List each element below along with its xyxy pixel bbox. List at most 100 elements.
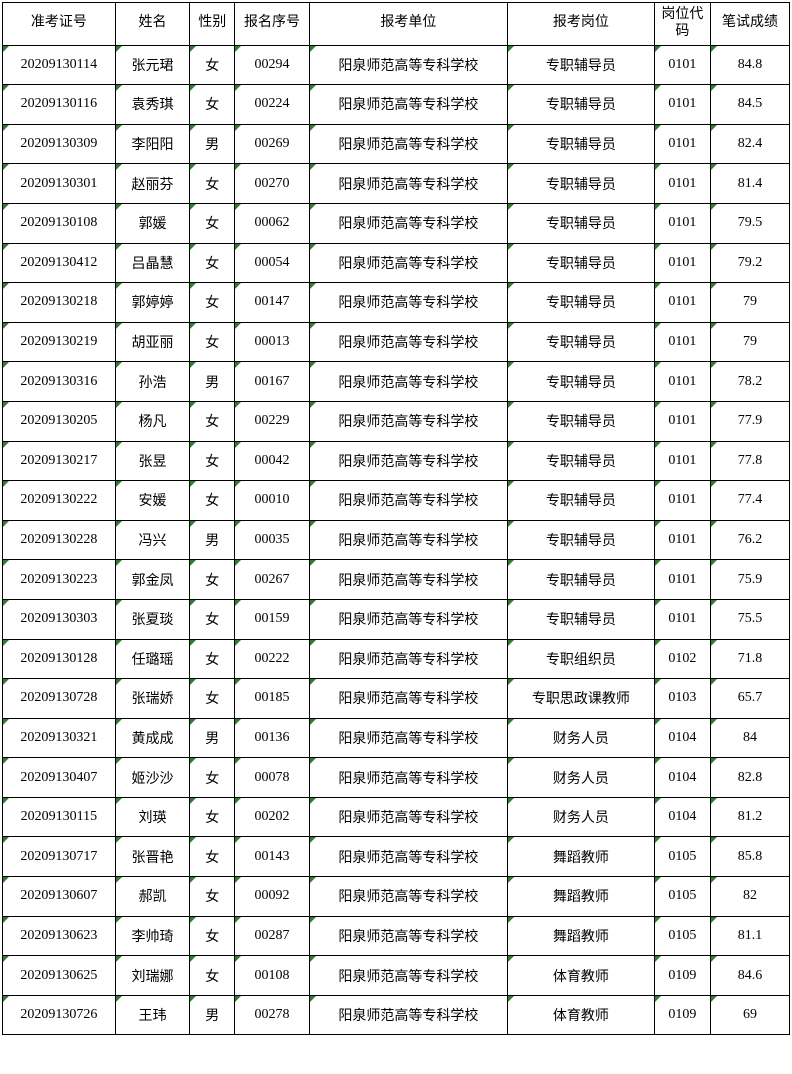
table-cell: 20209130301 <box>3 164 116 204</box>
table-cell: 0101 <box>654 85 710 125</box>
table-cell: 0101 <box>654 164 710 204</box>
table-cell: 专职辅导员 <box>508 45 655 85</box>
table-cell: 0109 <box>654 995 710 1035</box>
table-cell: 20209130128 <box>3 639 116 679</box>
table-cell: 00108 <box>235 956 309 996</box>
table-cell: 76.2 <box>711 520 790 560</box>
table-cell: 0101 <box>654 203 710 243</box>
table-cell: 20209130309 <box>3 124 116 164</box>
table-cell: 女 <box>190 203 235 243</box>
table-cell: 女 <box>190 639 235 679</box>
table-cell: 20209130115 <box>3 797 116 837</box>
table-cell: 0101 <box>654 243 710 283</box>
table-cell: 20209130114 <box>3 45 116 85</box>
table-row: 20209130625刘瑞娜女00108阳泉师范高等专科学校体育教师010984… <box>3 956 790 996</box>
table-cell: 00270 <box>235 164 309 204</box>
table-cell: 阳泉师范高等专科学校 <box>309 283 507 323</box>
table-cell: 20209130219 <box>3 322 116 362</box>
table-cell: 姬沙沙 <box>115 758 189 798</box>
table-cell: 张昱 <box>115 441 189 481</box>
table-cell: 20209130726 <box>3 995 116 1035</box>
table-row: 20209130607郝凯女00092阳泉师范高等专科学校舞蹈教师010582 <box>3 877 790 917</box>
table-cell: 0101 <box>654 362 710 402</box>
table-cell: 00224 <box>235 85 309 125</box>
table-cell: 女 <box>190 837 235 877</box>
table-row: 20209130316孙浩男00167阳泉师范高等专科学校专职辅导员010178… <box>3 362 790 402</box>
table-cell: 张瑞娇 <box>115 679 189 719</box>
table-cell: 00054 <box>235 243 309 283</box>
table-cell: 舞蹈教师 <box>508 837 655 877</box>
table-cell: 男 <box>190 718 235 758</box>
col-header-pos-code: 岗位代码 <box>654 3 710 46</box>
table-cell: 00222 <box>235 639 309 679</box>
table-cell: 张晋艳 <box>115 837 189 877</box>
table-cell: 00078 <box>235 758 309 798</box>
table-row: 20209130623李帅琦女00287阳泉师范高等专科学校舞蹈教师010581… <box>3 916 790 956</box>
table-cell: 0104 <box>654 797 710 837</box>
table-cell: 男 <box>190 362 235 402</box>
table-cell: 阳泉师范高等专科学校 <box>309 322 507 362</box>
table-cell: 00287 <box>235 916 309 956</box>
table-cell: 体育教师 <box>508 995 655 1035</box>
table-cell: 0105 <box>654 837 710 877</box>
table-cell: 阳泉师范高等专科学校 <box>309 877 507 917</box>
table-row: 20209130407姬沙沙女00078阳泉师范高等专科学校财务人员010482… <box>3 758 790 798</box>
table-cell: 0104 <box>654 758 710 798</box>
table-row: 20209130108郭媛女00062阳泉师范高等专科学校专职辅导员010179… <box>3 203 790 243</box>
table-cell: 阳泉师范高等专科学校 <box>309 679 507 719</box>
table-cell: 00167 <box>235 362 309 402</box>
table-cell: 阳泉师范高等专科学校 <box>309 520 507 560</box>
table-cell: 女 <box>190 877 235 917</box>
table-cell: 阳泉师范高等专科学校 <box>309 758 507 798</box>
table-cell: 20209130116 <box>3 85 116 125</box>
table-cell: 孙浩 <box>115 362 189 402</box>
col-header-exam-id: 准考证号 <box>3 3 116 46</box>
table-cell: 女 <box>190 797 235 837</box>
table-cell: 85.8 <box>711 837 790 877</box>
table-cell: 20209130205 <box>3 401 116 441</box>
table-cell: 0105 <box>654 877 710 917</box>
table-cell: 00229 <box>235 401 309 441</box>
table-cell: 0101 <box>654 124 710 164</box>
table-cell: 84.8 <box>711 45 790 85</box>
table-cell: 00062 <box>235 203 309 243</box>
table-row: 20209130115刘瑛女00202阳泉师范高等专科学校财务人员010481.… <box>3 797 790 837</box>
table-cell: 81.4 <box>711 164 790 204</box>
table-cell: 阳泉师范高等专科学校 <box>309 639 507 679</box>
table-cell: 阳泉师范高等专科学校 <box>309 481 507 521</box>
table-cell: 0101 <box>654 520 710 560</box>
table-cell: 82.4 <box>711 124 790 164</box>
table-cell: 专职辅导员 <box>508 164 655 204</box>
table-cell: 20209130623 <box>3 916 116 956</box>
table-cell: 财务人员 <box>508 758 655 798</box>
table-cell: 女 <box>190 679 235 719</box>
table-cell: 79.5 <box>711 203 790 243</box>
table-cell: 84.6 <box>711 956 790 996</box>
table-cell: 77.9 <box>711 401 790 441</box>
table-cell: 65.7 <box>711 679 790 719</box>
table-cell: 00136 <box>235 718 309 758</box>
table-row: 20209130717张晋艳女00143阳泉师范高等专科学校舞蹈教师010585… <box>3 837 790 877</box>
table-cell: 0105 <box>654 916 710 956</box>
table-cell: 0102 <box>654 639 710 679</box>
table-body: 20209130114张元珺女00294阳泉师范高等专科学校专职辅导员01018… <box>3 45 790 1035</box>
table-row: 20209130321黄成成男00136阳泉师范高等专科学校财务人员010484 <box>3 718 790 758</box>
table-cell: 专职辅导员 <box>508 124 655 164</box>
table-cell: 专职辅导员 <box>508 441 655 481</box>
table-cell: 0103 <box>654 679 710 719</box>
table-cell: 刘瑞娜 <box>115 956 189 996</box>
table-cell: 女 <box>190 322 235 362</box>
table-cell: 20209130407 <box>3 758 116 798</box>
table-row: 20209130219胡亚丽女00013阳泉师范高等专科学校专职辅导员01017… <box>3 322 790 362</box>
table-cell: 舞蹈教师 <box>508 916 655 956</box>
table-cell: 79.2 <box>711 243 790 283</box>
table-cell: 81.2 <box>711 797 790 837</box>
table-cell: 20209130223 <box>3 560 116 600</box>
table-cell: 女 <box>190 560 235 600</box>
table-cell: 安媛 <box>115 481 189 521</box>
table-cell: 郝凯 <box>115 877 189 917</box>
table-cell: 20209130321 <box>3 718 116 758</box>
table-cell: 赵丽芬 <box>115 164 189 204</box>
table-cell: 冯兴 <box>115 520 189 560</box>
table-cell: 0101 <box>654 441 710 481</box>
